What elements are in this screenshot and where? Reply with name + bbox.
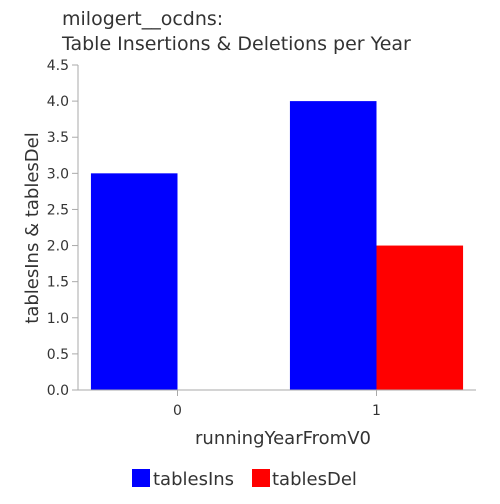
y-tick-label: 1.0 — [47, 311, 69, 327]
y-axis-ticks: 0.0 0.5 1.0 1.5 2.0 2.5 3.0 3.5 4.0 4.5 — [47, 58, 78, 399]
y-tick-label: 0.0 — [47, 383, 69, 399]
x-tick-label: 1 — [372, 403, 381, 419]
bar-tablesIns-1[interactable] — [289, 101, 377, 390]
bar-tablesIns-0[interactable] — [90, 173, 178, 390]
legend: tablesIns tablesDel — [132, 469, 357, 490]
y-tick-label: 0.5 — [47, 347, 69, 363]
y-tick-label: 2.0 — [47, 239, 69, 255]
bar-tablesDel-1[interactable] — [376, 245, 464, 390]
bars — [90, 101, 464, 390]
legend-swatch-tablesIns — [132, 469, 150, 487]
y-tick-label: 3.0 — [47, 166, 69, 182]
legend-swatch-tablesDel — [252, 469, 270, 487]
y-tick-label: 4.0 — [47, 94, 69, 110]
x-tick-label: 0 — [173, 403, 182, 419]
y-tick-label: 3.5 — [47, 130, 69, 146]
y-tick-label: 2.5 — [47, 202, 69, 218]
y-tick-label: 1.5 — [47, 275, 69, 291]
legend-label-tablesIns: tablesIns — [153, 469, 234, 490]
chart-title-line-2: Table Insertions & Deletions per Year — [61, 33, 411, 55]
chart-title-line-1: milogert__ocdns: — [62, 8, 223, 30]
legend-label-tablesDel: tablesDel — [272, 469, 357, 490]
x-axis-title: runningYearFromV0 — [195, 428, 371, 449]
y-tick-label: 4.5 — [47, 58, 69, 74]
y-axis-title: tablesIns & tablesDel — [22, 132, 43, 323]
